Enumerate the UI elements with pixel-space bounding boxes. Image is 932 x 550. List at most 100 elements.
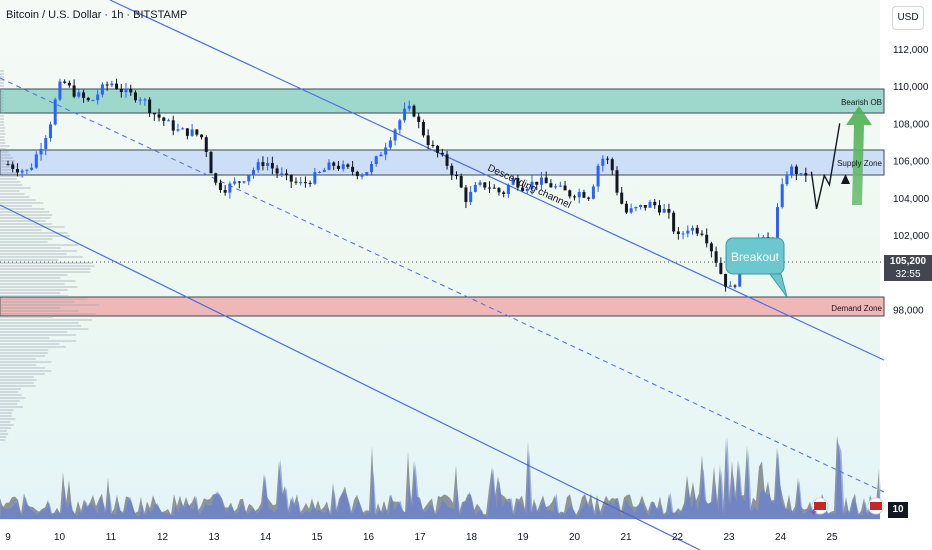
target-arrow: [846, 106, 872, 205]
candle-body: [105, 84, 109, 86]
volume-profile-bar: [0, 115, 4, 117]
candle-body: [469, 191, 473, 203]
candle-body: [200, 134, 204, 138]
volume-profile-bar: [0, 199, 36, 201]
candle-body: [431, 145, 435, 147]
candle-body: [209, 151, 213, 174]
sparkle-icon[interactable]: ✦: [809, 506, 818, 519]
volume-profile-bar: [0, 313, 96, 315]
candle-body: [775, 207, 779, 240]
candle-body: [332, 162, 336, 166]
demand-zone-label: Demand Zone: [831, 304, 882, 313]
volume-profile-bar: [0, 154, 11, 156]
currency-button[interactable]: USD: [892, 6, 924, 30]
candle-body: [143, 99, 147, 101]
candle-body: [591, 186, 595, 199]
candle-body: [714, 251, 718, 263]
candle-body: [275, 168, 279, 174]
candle-body: [119, 88, 123, 93]
volume-profile-bar: [0, 220, 46, 222]
x-tick-label: 9: [5, 532, 11, 543]
volume-series: [0, 435, 881, 519]
candle-body: [327, 162, 331, 170]
volume-profile-bar: [0, 409, 14, 411]
volume-profile-bar: [0, 370, 52, 372]
volume-profile-bar: [0, 364, 37, 366]
candle-body: [629, 208, 633, 213]
candle-body: [214, 173, 218, 183]
candle-body: [388, 140, 392, 148]
x-tick-label: 15: [311, 532, 323, 543]
candle-body: [785, 175, 789, 185]
candle-body: [15, 168, 19, 173]
volume-profile-bar: [0, 106, 4, 108]
candle-body: [464, 187, 468, 203]
volume-profile-bar: [0, 319, 92, 321]
candle-body: [587, 197, 591, 199]
candle-body: [365, 172, 369, 176]
candle-body: [100, 84, 104, 95]
volume-profile-bar: [0, 94, 4, 96]
volume-profile-bar: [0, 286, 78, 288]
volume-profile-bar: [0, 232, 68, 234]
volume-profile-bar: [0, 235, 70, 237]
volume-profile-bar: [0, 367, 45, 369]
volume-profile-bar: [0, 151, 9, 153]
event-flag-icon-stripe: [814, 502, 826, 510]
volume-profile-bar: [0, 400, 20, 402]
volume-profile-bar: [0, 334, 77, 336]
candle-body: [233, 181, 237, 184]
volume-profile: [0, 70, 100, 441]
candle-body: [53, 99, 57, 125]
symbol-title[interactable]: Bitcoin / U.S. Dollar · 1h · BITSTAMP: [6, 9, 188, 21]
volume-profile-bar: [0, 310, 79, 312]
candle-body: [346, 164, 350, 167]
candle-body: [204, 137, 208, 152]
candle-body: [653, 201, 657, 206]
candle-body: [676, 231, 680, 235]
candle-body: [709, 243, 713, 252]
volume-profile-bar: [0, 136, 5, 138]
candle-body: [606, 158, 610, 160]
candle-body: [506, 184, 510, 194]
y-tick-label: 108,000: [893, 119, 930, 130]
candles: [6, 78, 808, 292]
x-tick-label: 12: [157, 532, 169, 543]
x-tick-label: 23: [723, 532, 735, 543]
candle-body: [620, 192, 624, 204]
candle-body: [285, 173, 289, 175]
time-axis-panel: [0, 520, 880, 550]
volume-area-blue: [0, 436, 881, 519]
x-tick-label: 25: [826, 532, 838, 543]
candle-body: [86, 97, 90, 101]
volume-profile-bar: [0, 205, 33, 207]
candle-body: [82, 92, 86, 98]
demand-zone: [0, 296, 885, 317]
event-flag-icon-2-stripe: [870, 502, 882, 510]
x-tick-label: 11: [106, 532, 117, 543]
candle-body: [67, 82, 71, 86]
candle-body: [544, 177, 548, 184]
candle-body: [573, 196, 576, 198]
candle-body: [133, 92, 137, 101]
candle-body: [596, 165, 600, 187]
volume-profile-bar: [0, 169, 12, 171]
volume-profile-bar: [0, 388, 21, 390]
volume-profile-bar: [0, 346, 66, 348]
candle-body: [370, 164, 374, 173]
volume-profile-bar: [0, 430, 7, 432]
candle-body: [77, 92, 81, 97]
y-tick-label: 106,000: [893, 157, 930, 168]
volume-profile-bar: [0, 331, 68, 333]
candle-body: [412, 105, 416, 117]
time-axis[interactable]: 9 10 11 12 13 14 15 16 17 18 19 20 21 22 23 24 25: [5, 532, 838, 543]
candle-body: [299, 182, 303, 184]
volume-profile-bar: [0, 163, 15, 165]
volume-profile-bar: [0, 424, 14, 426]
volume-profile-bar: [0, 127, 6, 129]
volume-profile-bar: [0, 100, 4, 102]
candle-body: [280, 173, 284, 175]
candle-body: [251, 170, 255, 176]
candle-body: [341, 164, 345, 169]
